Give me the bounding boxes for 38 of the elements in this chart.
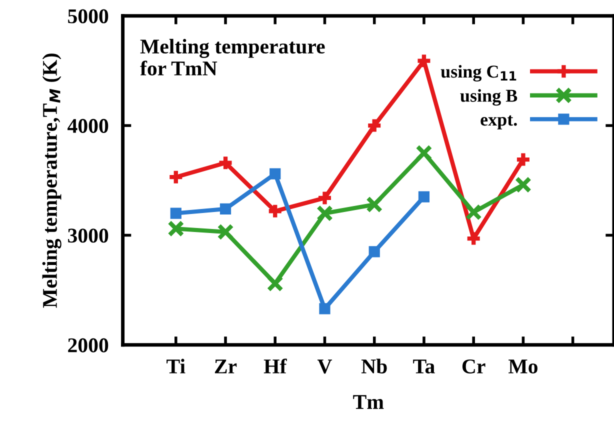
point xyxy=(266,275,284,292)
point xyxy=(514,176,532,194)
point xyxy=(319,303,330,314)
point xyxy=(266,202,284,220)
point xyxy=(366,196,383,213)
point xyxy=(217,154,234,172)
y-tick-label: 3000 xyxy=(68,228,108,243)
x-tick-label: Cr xyxy=(462,359,486,374)
point xyxy=(368,246,380,258)
point xyxy=(217,224,234,240)
y-tick-label: 5000 xyxy=(68,9,108,24)
x-tick-label: Nb xyxy=(361,358,387,374)
x-axis-title: Tm xyxy=(353,395,384,409)
point xyxy=(170,208,182,219)
point xyxy=(418,191,430,202)
point xyxy=(316,204,334,222)
x-tick-label: V xyxy=(317,360,332,374)
x-tick-label: Mo xyxy=(508,360,538,374)
point xyxy=(465,204,482,221)
point xyxy=(465,230,482,247)
point xyxy=(168,168,184,186)
point xyxy=(270,168,281,180)
point xyxy=(168,220,184,237)
legend-label: using C$_{11}$ xyxy=(440,65,516,82)
point xyxy=(366,117,383,134)
legend-label: using B xyxy=(460,89,518,106)
x-tick-label: Ta xyxy=(413,360,435,374)
y-tick-label: 4000 xyxy=(68,118,108,133)
point xyxy=(416,144,432,162)
y-axis-title: Melting temperature,T$_{M}$ (K) xyxy=(42,54,62,308)
x-tick-label: Ti xyxy=(166,358,186,374)
point xyxy=(220,203,232,214)
legend-label: expt. xyxy=(480,115,517,130)
y-tick-label: 2000 xyxy=(68,338,108,352)
text: Melting temperature for TmN xyxy=(140,38,325,76)
x-tick-label: Zr xyxy=(214,360,237,374)
x-tick-label: Hf xyxy=(264,358,287,374)
point xyxy=(416,52,432,70)
